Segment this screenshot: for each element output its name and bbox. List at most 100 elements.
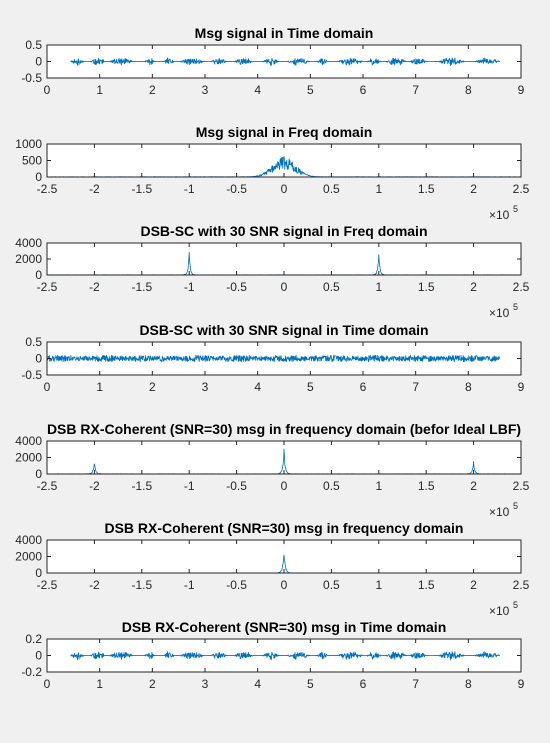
x-tick-label: 2 — [149, 83, 156, 97]
x-tick-label: 0.5 — [323, 578, 340, 592]
x-tick-label: 1 — [375, 479, 382, 493]
x-tick-label: 1 — [96, 380, 103, 394]
x-tick-label: 4 — [254, 677, 261, 691]
x-tick-label: 1 — [375, 280, 382, 294]
x-tick-label: 7 — [412, 83, 419, 97]
x-tick-label: 8 — [465, 83, 472, 97]
x-tick-label: 8 — [465, 677, 472, 691]
y-tick-label: 0 — [35, 55, 42, 69]
x-tick-label: 0 — [281, 182, 288, 196]
x-axis-multiplier-exponent: 5 — [513, 501, 518, 511]
y-tick-label: 0 — [35, 649, 42, 663]
x-tick-label: 2 — [470, 280, 477, 294]
x-tick-label: 2.5 — [513, 479, 530, 493]
x-axis-multiplier: ×10 — [489, 604, 510, 618]
y-tick-label: 500 — [22, 154, 42, 168]
y-tick-label: -0.5 — [21, 71, 42, 85]
x-tick-label: 2 — [470, 182, 477, 196]
x-tick-label: -2 — [89, 280, 100, 294]
x-tick-label: 5 — [307, 677, 314, 691]
x-tick-label: 9 — [518, 83, 525, 97]
x-tick-label: 0 — [281, 578, 288, 592]
y-tick-label: 0 — [35, 566, 42, 580]
x-tick-label: 4 — [254, 83, 261, 97]
x-tick-label: -1.5 — [131, 578, 152, 592]
x-tick-label: 1 — [96, 677, 103, 691]
subplot-2: Msg signal in Freq domain -2.5 -2 -1.5 -1 -0.… — [15, 124, 529, 222]
x-tick-label: 2 — [149, 380, 156, 394]
plot-title: Msg signal in Freq domain — [196, 124, 373, 140]
signal-trace — [70, 651, 500, 661]
x-tick-label: 6 — [360, 677, 367, 691]
x-tick-label: 9 — [518, 380, 525, 394]
y-tick-label: 0.2 — [25, 632, 42, 646]
x-tick-label: 2 — [470, 479, 477, 493]
x-tick-label: 4 — [254, 380, 261, 394]
y-tick-label: -0.5 — [21, 368, 42, 382]
x-tick-label: 1.5 — [418, 280, 435, 294]
x-tick-label: 7 — [412, 677, 419, 691]
x-tick-label: 0 — [281, 280, 288, 294]
x-tick-label: -0.5 — [226, 182, 247, 196]
subplot-4: DSB-SC with 30 SNR signal in Time domain… — [21, 322, 524, 394]
y-tick-label: 2000 — [15, 252, 42, 266]
x-tick-label: -1 — [184, 479, 195, 493]
axes-frame — [46, 242, 522, 276]
x-axis-multiplier-exponent: 5 — [513, 204, 518, 214]
x-tick-label: 9 — [518, 677, 525, 691]
x-tick-label: 5 — [307, 83, 314, 97]
subplot-7: DSB RX-Coherent (SNR=30) msg in Time dom… — [21, 619, 524, 691]
x-tick-label: 2.5 — [513, 280, 530, 294]
y-tick-label: 4000 — [15, 236, 42, 250]
x-tick-label: -0.5 — [226, 479, 247, 493]
x-tick-label: 1 — [96, 83, 103, 97]
y-tick-label: 1000 — [15, 137, 42, 151]
x-tick-label: 0 — [44, 380, 51, 394]
x-tick-label: 1.5 — [418, 182, 435, 196]
x-tick-label: -2.5 — [37, 182, 58, 196]
plot-title: DSB RX-Coherent (SNR=30) msg in frequenc… — [104, 520, 463, 536]
x-tick-label: 1 — [375, 578, 382, 592]
x-tick-label: 5 — [307, 380, 314, 394]
x-tick-label: -0.5 — [226, 280, 247, 294]
plot-title: DSB RX-Coherent (SNR=30) msg in frequenc… — [47, 421, 521, 437]
y-tick-label: 0 — [35, 352, 42, 366]
x-tick-label: 2 — [149, 677, 156, 691]
y-tick-label: 4000 — [15, 533, 42, 547]
x-tick-label: 8 — [465, 380, 472, 394]
x-tick-label: -2.5 — [37, 280, 58, 294]
x-tick-label: 7 — [412, 380, 419, 394]
x-tick-label: -0.5 — [226, 578, 247, 592]
x-tick-label: -2 — [89, 578, 100, 592]
axes-frame — [46, 143, 522, 178]
x-tick-label: 2.5 — [513, 578, 530, 592]
x-tick-label: -2 — [89, 182, 100, 196]
y-tick-label: -0.2 — [21, 665, 42, 679]
y-tick-label: 2000 — [15, 451, 42, 465]
x-axis-multiplier-exponent: 5 — [513, 302, 518, 312]
y-tick-label: 0 — [35, 268, 42, 282]
plot-title: DSB RX-Coherent (SNR=30) msg in Time dom… — [122, 619, 447, 635]
x-tick-label: -1 — [184, 182, 195, 196]
x-tick-label: 0 — [44, 677, 51, 691]
y-tick-label: 2000 — [15, 550, 42, 564]
plot-title: Msg signal in Time domain — [195, 25, 374, 41]
x-tick-label: -1 — [184, 280, 195, 294]
x-tick-label: -1.5 — [131, 182, 152, 196]
x-tick-label: 2.5 — [513, 182, 530, 196]
signal-trace — [70, 57, 500, 67]
plot-title: DSB-SC with 30 SNR signal in Time domain — [139, 322, 428, 338]
y-tick-label: 0 — [35, 467, 42, 481]
x-axis-multiplier: ×10 — [489, 306, 510, 320]
x-tick-label: -2.5 — [37, 578, 58, 592]
signal-trace — [46, 354, 500, 363]
x-tick-label: 1 — [375, 182, 382, 196]
x-tick-label: -1 — [184, 578, 195, 592]
x-tick-label: 1.5 — [418, 479, 435, 493]
x-tick-label: 3 — [202, 83, 209, 97]
x-axis-multiplier: ×10 — [489, 208, 510, 222]
x-tick-label: -1.5 — [131, 280, 152, 294]
x-tick-label: 6 — [360, 380, 367, 394]
